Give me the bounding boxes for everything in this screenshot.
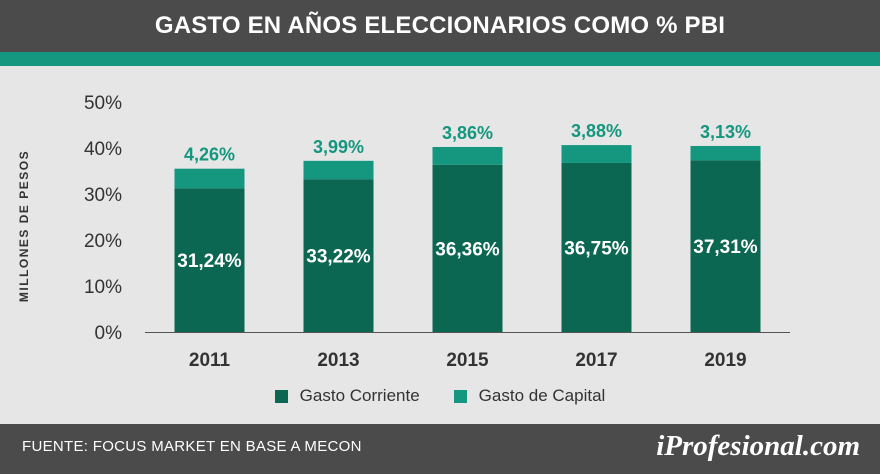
bar-gasto-de-capital bbox=[174, 168, 245, 189]
data-label-gasto-corriente: 36,36% bbox=[435, 239, 500, 260]
chart-title: GASTO EN AÑOS ELECCIONARIOS COMO % PBI bbox=[154, 12, 726, 39]
data-label-gasto-de-capital: 3,88% bbox=[571, 121, 622, 141]
legend-item-gasto-corriente: Gasto Corriente bbox=[274, 386, 420, 406]
bar-gasto-corriente bbox=[561, 162, 632, 332]
data-label-gasto-de-capital: 4,26% bbox=[184, 145, 235, 165]
y-axis-label: MILLONES DE PESOS bbox=[17, 149, 31, 303]
source-note: FUENTE: FOCUS MARKET EN BASE A MECON bbox=[22, 438, 362, 455]
y-tick-label: 30% bbox=[84, 185, 122, 206]
x-tick-label: 2015 bbox=[446, 350, 489, 371]
legend-swatch-gasto-corriente bbox=[274, 389, 288, 403]
legend-swatch-gasto-de-capital bbox=[453, 389, 467, 403]
bar-gasto-de-capital bbox=[303, 160, 374, 180]
y-tick-label: 0% bbox=[95, 323, 123, 344]
x-tick-label: 2017 bbox=[575, 350, 617, 371]
legend-label-gasto-corriente: Gasto Corriente bbox=[299, 386, 420, 405]
legend-label-gasto-de-capital: Gasto de Capital bbox=[478, 386, 606, 405]
data-label-gasto-de-capital: 3,13% bbox=[700, 122, 751, 142]
bar-gasto-corriente bbox=[690, 160, 761, 332]
bar-gasto-de-capital bbox=[561, 145, 632, 163]
y-tick-label: 10% bbox=[84, 277, 122, 298]
data-label-gasto-de-capital: 3,86% bbox=[442, 123, 493, 143]
legend: Gasto Corriente Gasto de Capital bbox=[0, 386, 880, 406]
bar-gasto-corriente bbox=[432, 164, 503, 332]
brand-logo: iProfesional.com bbox=[656, 430, 860, 462]
bar-gasto-de-capital bbox=[432, 146, 503, 165]
header-accent-band bbox=[0, 52, 880, 66]
chart-title-bar: GASTO EN AÑOS ELECCIONARIOS COMO % PBI bbox=[0, 0, 880, 52]
x-tick-label: 2019 bbox=[704, 350, 746, 371]
bar-gasto-corriente bbox=[303, 179, 374, 332]
chart-area: 0% 10% 20% 30% 40% 50% 31,24% 4,26% 2011 33,22% 3,… bbox=[0, 66, 880, 424]
footer: FUENTE: FOCUS MARKET EN BASE A MECON iPr… bbox=[0, 424, 880, 474]
stacked-bar-chart: 0% 10% 20% 30% 40% 50% 31,24% 4,26% 2011 33,22% 3,… bbox=[84, 93, 790, 371]
bar-gasto-de-capital bbox=[690, 145, 761, 161]
y-tick-label: 50% bbox=[84, 93, 122, 114]
y-tick-label: 40% bbox=[84, 139, 122, 160]
data-label-gasto-de-capital: 3,99% bbox=[313, 137, 364, 157]
data-label-gasto-corriente: 31,24% bbox=[177, 251, 242, 272]
data-label-gasto-corriente: 33,22% bbox=[306, 247, 371, 268]
data-label-gasto-corriente: 36,75% bbox=[564, 238, 629, 259]
legend-item-gasto-de-capital: Gasto de Capital bbox=[453, 386, 606, 406]
y-tick-label: 20% bbox=[84, 231, 122, 252]
x-tick-label: 2011 bbox=[189, 350, 231, 371]
x-tick-label: 2013 bbox=[317, 350, 359, 371]
bar-gasto-corriente bbox=[174, 188, 245, 332]
data-label-gasto-corriente: 37,31% bbox=[693, 237, 758, 258]
